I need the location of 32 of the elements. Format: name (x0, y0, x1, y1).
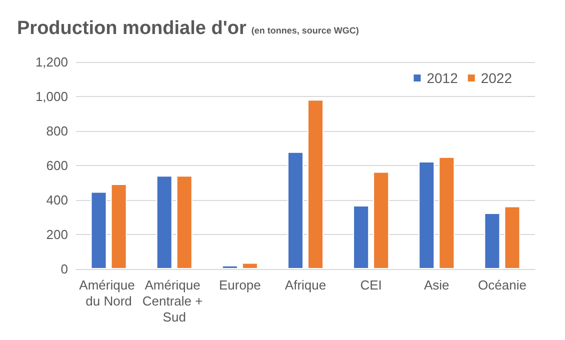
chart-title: Production mondiale d'or (17, 18, 247, 39)
y-tick-label: 400 (46, 192, 68, 208)
y-tick-label: 1,000 (35, 89, 68, 104)
x-tick-label: Afrique (284, 278, 326, 292)
bar (222, 265, 238, 269)
bar (438, 156, 455, 269)
x-tick-label: CEI (360, 278, 382, 292)
y-tick-label: 800 (46, 124, 68, 138)
bar (484, 212, 500, 269)
x-tick-label: Amérique Centrale + Sud (142, 278, 206, 324)
y-tick-label: 600 (46, 158, 68, 173)
bar (90, 192, 107, 269)
x-tick-label: Europe (218, 278, 261, 292)
x-tick-label: Asie (424, 278, 450, 292)
legend-label: 2022 (480, 70, 512, 86)
bar (176, 176, 192, 269)
bar (504, 206, 520, 269)
x-tick-label: Amérique du Nord (79, 278, 138, 308)
x-tick-label: Océanie (478, 278, 526, 292)
bar (156, 176, 172, 269)
bar (110, 184, 127, 269)
y-tick-label: 1,200 (35, 54, 68, 70)
bar (287, 152, 304, 269)
bar (242, 262, 258, 269)
legend-label: 2012 (426, 70, 458, 86)
bar (353, 206, 370, 269)
bar (308, 100, 324, 269)
bar (418, 162, 435, 269)
bar (373, 172, 390, 269)
y-tick-label: 0 (60, 262, 68, 276)
chart-subtitle: (en tonnes, source WGC) (251, 26, 359, 36)
y-tick-label: 200 (46, 227, 68, 242)
